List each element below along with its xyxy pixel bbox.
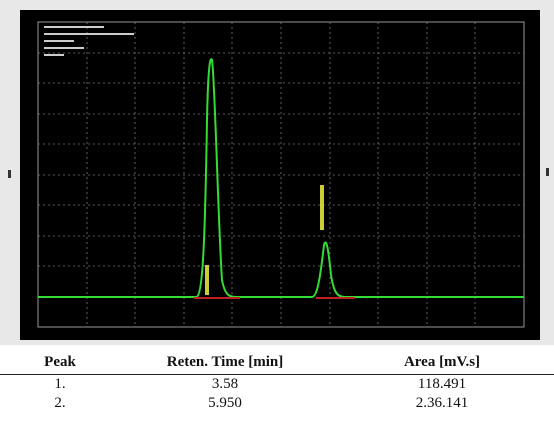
peak-labels bbox=[205, 185, 324, 295]
column-header: Reten. Time [min] bbox=[120, 352, 330, 375]
axis-mark bbox=[546, 168, 549, 176]
column-header: Area [mV.s] bbox=[330, 352, 554, 375]
chromatogram bbox=[0, 0, 554, 345]
column-header: Peak bbox=[0, 352, 120, 375]
results-table: Peak Reten. Time [min] Area [mV.s] 1. 3.… bbox=[0, 352, 554, 413]
grid bbox=[38, 22, 524, 327]
table-row: 1. 3.58 118.491 bbox=[0, 375, 554, 395]
cell: 2. bbox=[54, 395, 66, 411]
legend-swatches bbox=[44, 26, 134, 56]
axis-mark bbox=[8, 170, 11, 178]
cell: 3.58 bbox=[211, 376, 239, 392]
trace bbox=[38, 58, 524, 298]
cell: 2.36.141 bbox=[415, 395, 469, 411]
cell: 5.950 bbox=[208, 395, 242, 411]
table-row: 2. 5.950 2.36.141 bbox=[0, 394, 554, 413]
cell: 118.491 bbox=[417, 376, 467, 392]
cell: 1. bbox=[54, 376, 66, 392]
